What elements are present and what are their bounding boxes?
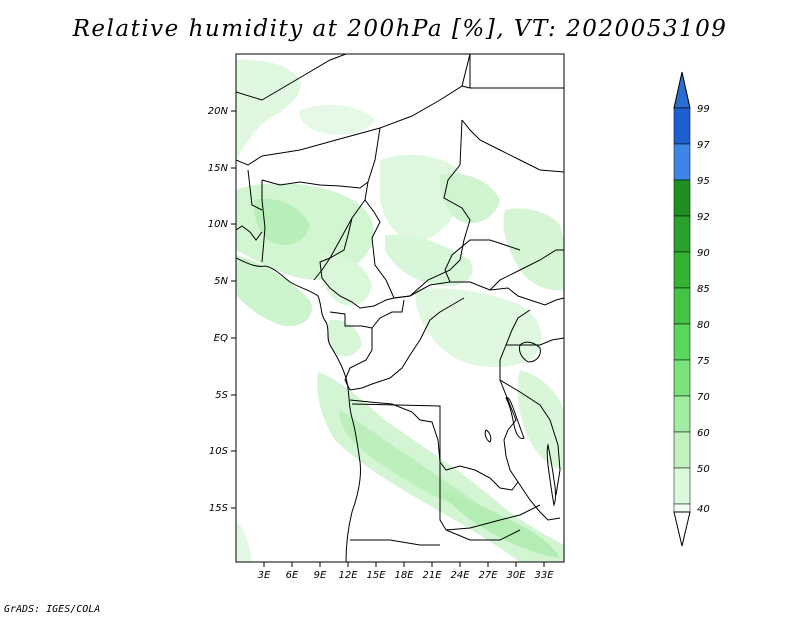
humidity-patch [236,520,252,562]
colorbar-swatch [673,395,691,433]
lat-label: EQ [214,333,228,344]
longitude-axis: 3E 6E 9E 12E 15E 18E 21E 24E 27E 30E 33E [258,562,554,581]
algeria-border [236,54,347,101]
humidity-patch [299,104,375,135]
cameroon-border [319,217,395,309]
colorbar-swatch [673,503,691,513]
humidity-patch [327,319,362,357]
colorbar-bottom-arrow [673,511,691,547]
humidity-patch [415,288,542,368]
colorbar-swatch [673,287,691,325]
humidity-patch [339,410,480,508]
humidity-patch [440,490,560,558]
lon-label: 9E [314,570,327,581]
congo-border [329,299,405,391]
latitude-axis: 20N 15N 10N 5N EQ 5S 10S 15S [208,106,236,514]
sudan-border [444,87,564,291]
colorbar-swatch [673,251,691,289]
humidity-patch [236,255,312,327]
colorbar-label: 95 [697,176,710,187]
lake-malawi [546,443,556,507]
colorbar-label: 99 [697,104,710,115]
colorbar-swatch [673,143,691,181]
colorbar-swatch [673,359,691,397]
west-africa-coastline [236,257,361,562]
humidity-patch [503,208,564,291]
colorbar-label: 70 [697,392,710,403]
lat-label: 20N [208,106,229,117]
humidity-patch [317,372,564,562]
lake-tanganyika [505,397,525,439]
lat-label: 10S [209,446,229,457]
niger-border [261,54,471,157]
lon-label: 33E [534,570,554,581]
lat-label: 15N [208,163,229,174]
lon-label: 18E [394,570,414,581]
lon-label: 21E [422,570,442,581]
colorbar-label: 85 [697,284,710,295]
colorbar-label: 97 [697,140,710,151]
country-borders [236,54,564,562]
colorbar-label: 75 [697,356,710,367]
colorbar-label: 50 [697,464,710,475]
west-border [236,155,263,241]
humidity-patch [439,173,500,224]
grads-credit: GrADS: IGES/COLA [4,604,101,615]
lat-label: 15S [209,503,229,514]
lat-label: 5S [215,390,228,401]
car-border [393,281,564,306]
lon-label: 24E [450,570,470,581]
lon-label: 27E [478,570,498,581]
lon-label: 12E [338,570,358,581]
colorbar-swatch [673,431,691,469]
colorbar-top-arrow [673,71,691,109]
colorbar-swatch [673,467,691,505]
angola-border [350,403,521,546]
lat-label: 10N [208,219,229,230]
lon-label: 15E [366,570,386,581]
drc-border [349,297,531,491]
lake-mweru [484,429,492,443]
colorbar-label: 90 [697,248,710,259]
humidity-patch [517,370,564,470]
map-title: Relative humidity at 200hPa [%], VT: 202… [72,16,728,42]
colorbar: 99 97 95 92 90 85 80 75 70 60 50 40 [673,71,710,547]
colorbar-label: 80 [697,320,710,331]
humidity-patch [318,253,372,306]
colorbar-swatch [673,215,691,253]
map-frame [235,53,565,563]
lat-label: 5N [214,276,228,287]
humidity-patch [254,198,310,245]
lon-label: 6E [286,570,299,581]
lon-label: 30E [506,570,526,581]
lon-label: 3E [258,570,271,581]
colorbar-swatch [673,107,691,145]
humidity-patch [236,59,301,161]
colorbar-label: 92 [697,212,710,223]
colorbar-swatch [673,179,691,217]
lake-victoria [519,341,541,363]
colorbar-swatch [673,323,691,361]
colorbar-label: 40 [697,504,710,515]
humidity-patch [385,234,473,287]
colorbar-label: 60 [697,428,710,439]
east-africa-border [445,337,564,531]
nigeria-border [261,179,369,281]
